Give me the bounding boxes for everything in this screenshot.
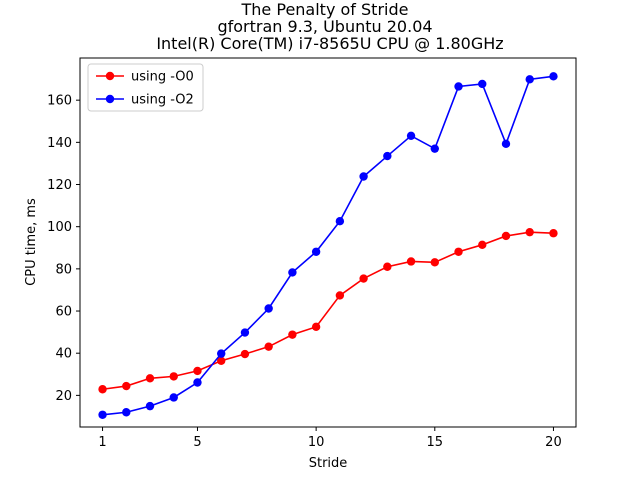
y-axis: 20 40 60 80 100 120 140 160: [47, 94, 80, 404]
series-1-point: [454, 247, 463, 256]
series-2-point: [335, 217, 345, 226]
series-2-point: [454, 82, 463, 91]
legend-entry-2: using -O2: [96, 93, 194, 108]
series-1-point: [335, 291, 345, 300]
x-axis-label: Stride: [309, 456, 348, 471]
plot-area: [98, 72, 558, 419]
series-2-point: [406, 131, 416, 141]
series-1-point: [145, 374, 155, 383]
y-tick-label: 80: [55, 262, 72, 277]
legend: using -O0 using -O2: [87, 63, 204, 112]
series-2-point: [169, 393, 178, 402]
series-2-point: [430, 144, 439, 153]
legend-marker: [105, 71, 115, 81]
series-2-point: [501, 139, 511, 149]
chart-title-line-2: gfortran 9.3, Ubuntu 20.04: [217, 17, 432, 36]
series-2-point: [217, 349, 226, 358]
series-1-point: [122, 381, 131, 391]
series-2-point: [359, 172, 368, 181]
series-1-point: [383, 262, 392, 271]
x-axis: 1 5 10 15 20: [98, 427, 562, 450]
y-tick-label: 160: [47, 94, 72, 109]
series-1-point: [478, 240, 487, 250]
legend-entry-1: using -O0: [96, 70, 194, 85]
series-2-point: [311, 247, 321, 256]
series-1: [98, 227, 558, 394]
series-2-point: [525, 75, 534, 84]
y-tick-label: 60: [55, 305, 72, 320]
series-1-point: [288, 330, 297, 339]
y-axis-label: CPU time, ms: [24, 198, 39, 286]
axes-frame: [79, 57, 577, 428]
series-1-point: [359, 274, 368, 283]
series-1-point: [525, 227, 534, 237]
series-1-point: [430, 258, 439, 267]
series-1-point: [169, 372, 178, 381]
x-tick-label: 20: [545, 435, 562, 450]
chart-title: The Penalty of Stride gfortran 9.3, Ubun…: [156, 0, 503, 53]
series-2-point: [98, 410, 107, 419]
y-tick-label: 140: [47, 136, 72, 151]
chart-title-line-3: Intel(R) Core(TM) i7-8565U CPU @ 1.80GHz: [156, 34, 503, 53]
series-2-point: [240, 328, 250, 337]
series-2-point: [145, 401, 155, 411]
series-1-point: [193, 366, 202, 376]
series-1-point: [240, 349, 250, 359]
series-1-point: [98, 385, 107, 394]
series-2-point: [122, 408, 131, 417]
y-tick-label: 20: [55, 389, 72, 404]
chart-title-line-1: The Penalty of Stride: [241, 0, 409, 19]
series-2-point: [383, 151, 392, 161]
series-2-point: [478, 79, 487, 89]
x-tick-label: 15: [427, 435, 444, 450]
series-1-point: [406, 257, 416, 266]
x-tick-label: 10: [308, 435, 325, 450]
series-1-point: [501, 231, 511, 241]
y-tick-label: 120: [47, 178, 72, 193]
series-2-point: [264, 304, 273, 313]
x-tick-label: 5: [193, 435, 201, 450]
series-2-point: [549, 72, 558, 81]
y-tick-label: 100: [47, 220, 72, 235]
series-1-point: [264, 342, 273, 351]
legend-marker: [105, 94, 115, 104]
series-2-point: [288, 268, 297, 277]
series-2-point: [193, 378, 202, 387]
series-1-point: [311, 322, 321, 332]
legend-label: using -O2: [131, 93, 194, 108]
series-1-point: [549, 229, 558, 238]
series-2: [98, 72, 558, 419]
legend-label: using -O0: [131, 70, 194, 85]
y-tick-label: 40: [55, 347, 72, 362]
series-1-point: [217, 356, 226, 365]
x-tick-label: 1: [98, 435, 106, 450]
